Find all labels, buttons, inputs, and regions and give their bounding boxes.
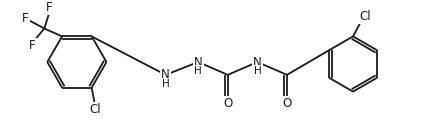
Text: F: F: [22, 12, 29, 25]
Text: H: H: [253, 66, 261, 76]
Text: N: N: [161, 68, 170, 81]
Text: H: H: [162, 79, 170, 89]
Text: O: O: [223, 97, 232, 110]
Text: F: F: [29, 39, 36, 52]
Text: F: F: [46, 1, 53, 14]
Text: N: N: [194, 55, 203, 69]
Text: N: N: [253, 55, 262, 69]
Text: Cl: Cl: [359, 10, 371, 23]
Text: H: H: [194, 66, 202, 76]
Text: O: O: [282, 97, 292, 110]
Text: Cl: Cl: [90, 103, 102, 116]
